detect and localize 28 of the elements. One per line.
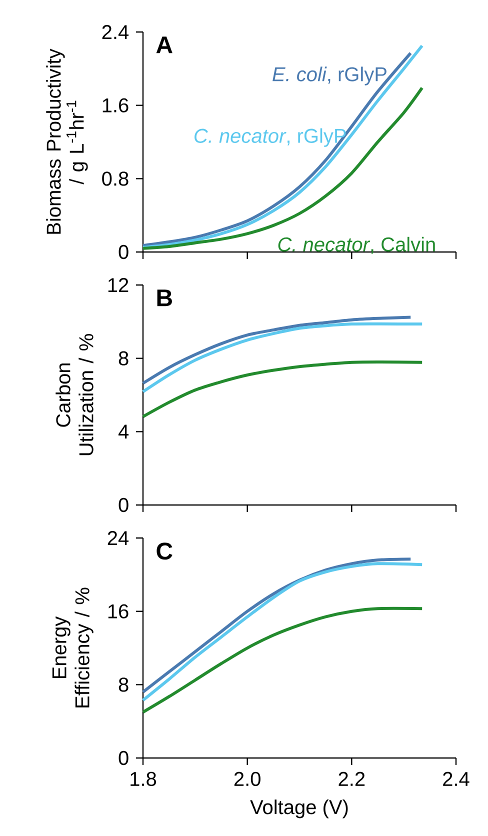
y-tick-label: 24 (108, 531, 129, 545)
y-tick-label: 8 (118, 351, 128, 366)
y-tick-label: 0 (118, 498, 128, 512)
series-label: C. necator, Calvin (278, 236, 435, 254)
y-axis-title: Carbon Utilization / % (56, 334, 94, 456)
chart-title: C (156, 542, 172, 560)
y-axis-title: Energy Efficiency / % (52, 588, 94, 708)
chart-title: A (156, 36, 172, 54)
chart-title: B (157, 290, 172, 306)
y-tick-label: 0.8 (102, 172, 128, 186)
y-tick-label: 12 (108, 278, 128, 292)
y-tick-label: 0 (118, 750, 128, 766)
x-tick-label: 2.0 (234, 772, 260, 786)
y-tick-label: 8 (118, 678, 128, 692)
series-label: E. coli, rGlyP (272, 66, 386, 86)
x-axis-title: Voltage (V) (250, 800, 348, 818)
x-tick-label: 1.8 (130, 772, 156, 786)
y-tick-label: 1.6 (102, 98, 128, 112)
y-tick-label: 2.4 (102, 25, 129, 39)
x-tick-label: 2.4 (443, 772, 470, 786)
y-tick-label: 16 (108, 604, 128, 618)
line-series (142, 322, 424, 394)
y-tick-label: 0 (118, 244, 128, 260)
line-series (142, 606, 424, 714)
line-series (142, 316, 412, 385)
line-series (142, 360, 424, 418)
y-tick-label: 4 (118, 424, 129, 439)
x-tick-label: 2.2 (338, 772, 365, 786)
